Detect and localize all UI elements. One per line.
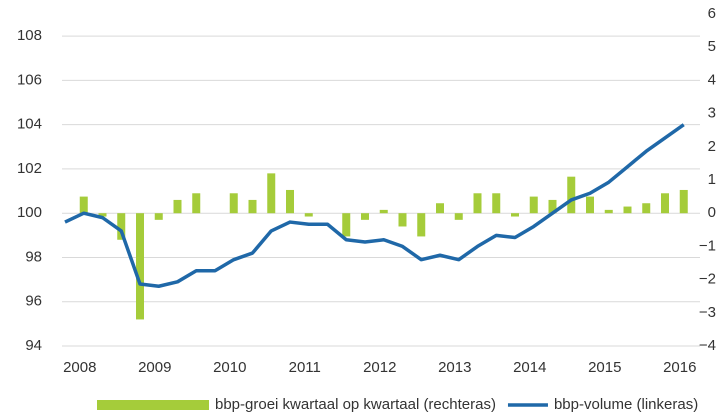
y2-tick-label: 4	[708, 71, 716, 88]
y-tick-label: 96	[25, 293, 42, 310]
bar	[492, 193, 501, 214]
bar	[136, 213, 144, 320]
x-tick-label: 2016	[663, 359, 696, 376]
bar	[173, 199, 182, 214]
bar	[267, 173, 276, 214]
bar	[192, 193, 201, 214]
y2-tick-label: 2	[708, 138, 716, 155]
x-tick-label: 2011	[289, 359, 321, 376]
y2-tick-label: −1	[699, 237, 716, 254]
y2-tick-label: 6	[708, 5, 716, 22]
bar	[361, 213, 369, 220]
y-tick-label: 98	[25, 248, 42, 265]
bar	[567, 176, 576, 214]
bar	[679, 189, 688, 214]
y2-tick-label: −3	[699, 304, 716, 321]
bar	[398, 213, 407, 227]
bar	[154, 213, 163, 220]
bar	[342, 213, 351, 237]
y2-tick-label: 0	[708, 204, 716, 221]
legend-label: bbp-volume (linkeras)	[554, 396, 698, 413]
y-tick-label: 106	[17, 71, 42, 88]
bar	[417, 213, 426, 237]
x-tick-label: 2015	[588, 359, 621, 376]
legend-swatch	[97, 400, 209, 410]
bar	[248, 199, 257, 214]
y2-tick-label: 3	[708, 105, 716, 122]
x-tick-label: 2014	[513, 359, 546, 376]
legend-label: bbp-groei kwartaal op kwartaal (rechtera…	[215, 396, 496, 413]
bar	[379, 209, 388, 214]
bar	[229, 193, 238, 214]
x-tick-label: 2013	[438, 359, 471, 376]
y-tick-label: 102	[17, 160, 42, 177]
bar	[117, 213, 126, 240]
y2-tick-label: −2	[699, 271, 716, 288]
x-tick-label: 2009	[138, 359, 171, 376]
bar	[511, 213, 519, 217]
bar	[548, 199, 557, 214]
x-tick-label: 2008	[63, 359, 96, 376]
y2-tick-label: −4	[699, 337, 716, 354]
x-tick-label: 2010	[213, 359, 246, 376]
bar	[454, 213, 463, 220]
y2-tick-label: 5	[708, 38, 716, 55]
bar	[286, 189, 294, 214]
bar	[642, 203, 651, 214]
bar	[586, 196, 594, 214]
y-tick-label: 94	[25, 337, 42, 354]
bar	[529, 196, 538, 214]
bar	[604, 209, 613, 214]
line	[64, 123, 685, 288]
y-tick-label: 100	[17, 204, 42, 221]
bar	[79, 196, 88, 214]
bar	[473, 193, 482, 214]
bar	[304, 213, 313, 217]
y2-tick-label: 1	[708, 171, 716, 188]
bar	[661, 193, 669, 214]
y-tick-label: 104	[17, 116, 42, 133]
bar	[98, 213, 107, 217]
y-tick-label: 108	[17, 27, 42, 44]
bar	[436, 203, 444, 214]
x-tick-label: 2012	[363, 359, 396, 376]
bar	[623, 206, 632, 214]
